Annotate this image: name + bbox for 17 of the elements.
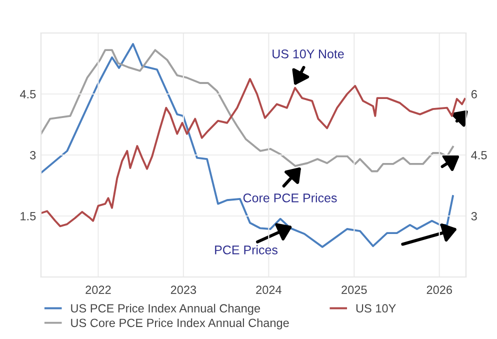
- y-tick-label: 3: [30, 151, 36, 160]
- x-tick-label: 2023: [170, 286, 196, 294]
- y-tick-label: 4.5: [20, 90, 36, 98]
- y-tick-label: 1.5: [20, 212, 36, 220]
- legend-label: US 10Y: [356, 304, 396, 313]
- annotation: Core PCE Prices: [243, 193, 337, 202]
- y2-tick-label: 6: [471, 90, 477, 98]
- x-tick-label: 2022: [86, 286, 111, 294]
- legend-label: US PCE Price Index Annual Change: [71, 304, 260, 315]
- x-tick-label: 2025: [342, 286, 367, 294]
- annotation: PCE Prices: [215, 245, 278, 254]
- x-tick-label: 2026: [426, 286, 452, 294]
- x-tick-label: 2024: [256, 286, 282, 294]
- legend-label: US Core PCE Price Index Annual Change: [71, 318, 289, 330]
- annotation: US 10Y Note: [272, 50, 344, 58]
- y2-tick-label: 4.5: [471, 151, 487, 160]
- y2-tick-label: 3: [471, 212, 477, 220]
